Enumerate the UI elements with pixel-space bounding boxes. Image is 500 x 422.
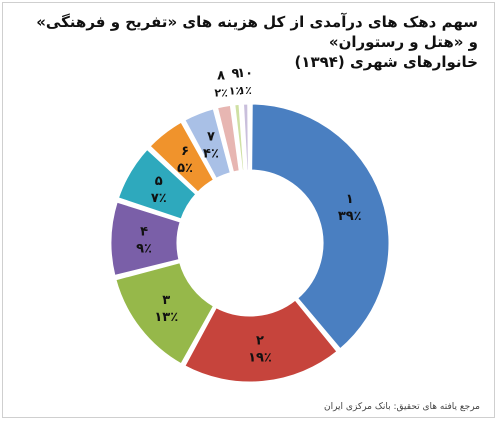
slice-value-label-8: ۲٪ <box>214 87 227 100</box>
donut-slice-1 <box>249 101 392 353</box>
donut-slice-5 <box>115 145 200 223</box>
slice-category-label-5: ۵ <box>155 174 163 189</box>
donut-slices <box>108 101 392 385</box>
donut-slice-4 <box>108 199 184 279</box>
slice-value-label-5: ۷٪ <box>151 191 167 206</box>
slice-category-label-2: ۲ <box>256 334 264 349</box>
slice-value-label-3: ۱۳٪ <box>154 310 178 325</box>
donut-slice-3 <box>112 259 217 368</box>
chart-title-line-2: خانوارهای شهری (۱۳۹۴) <box>294 53 478 71</box>
donut-slice-6 <box>146 118 217 196</box>
chart-title: سهم دهک های درآمدی از کل هزینه های «تفری… <box>28 12 478 72</box>
slice-category-label-8: ۸ <box>217 69 225 84</box>
donut-labels: ۱ ۳۹٪ ۲ ۱۹٪ ۳ ۱۳٪ ۴ ۹٪ ۵ ۷٪ ۶ ۵٪ ۷ ۴٪ ۸ ۲٪ ۹ ۱٪ ۱۰ ۱٪ <box>136 66 362 365</box>
slice-value-label-6: ۵٪ <box>177 161 193 176</box>
slice-category-label-7: ۷ <box>207 129 215 144</box>
slice-category-label-1: ۱ <box>346 192 354 207</box>
slice-value-label-7: ۴٪ <box>203 146 219 161</box>
chart-source: مرجع یافته های تحقیق: بانک مرکزی ایران <box>323 402 480 412</box>
slice-value-label-4: ۹٪ <box>136 242 152 257</box>
slice-value-label-9: ۱٪ <box>229 85 242 98</box>
slice-value-label-1: ۳۹٪ <box>338 209 362 224</box>
slice-value-label-10: ۱٪ <box>238 84 251 97</box>
donut-slice-10 <box>240 101 251 173</box>
slice-category-label-10: ۱۰ <box>237 66 253 81</box>
slice-category-label-3: ۳ <box>162 293 170 308</box>
slice-category-label-4: ۴ <box>140 225 148 240</box>
chart-title-line-1: سهم دهک های درآمدی از کل هزینه های «تفری… <box>36 13 478 51</box>
donut-slice-2 <box>181 296 341 385</box>
slice-category-label-6: ۶ <box>181 144 189 159</box>
slice-category-label-9: ۹ <box>232 67 240 82</box>
slice-value-label-2: ۱۹٪ <box>248 351 272 366</box>
